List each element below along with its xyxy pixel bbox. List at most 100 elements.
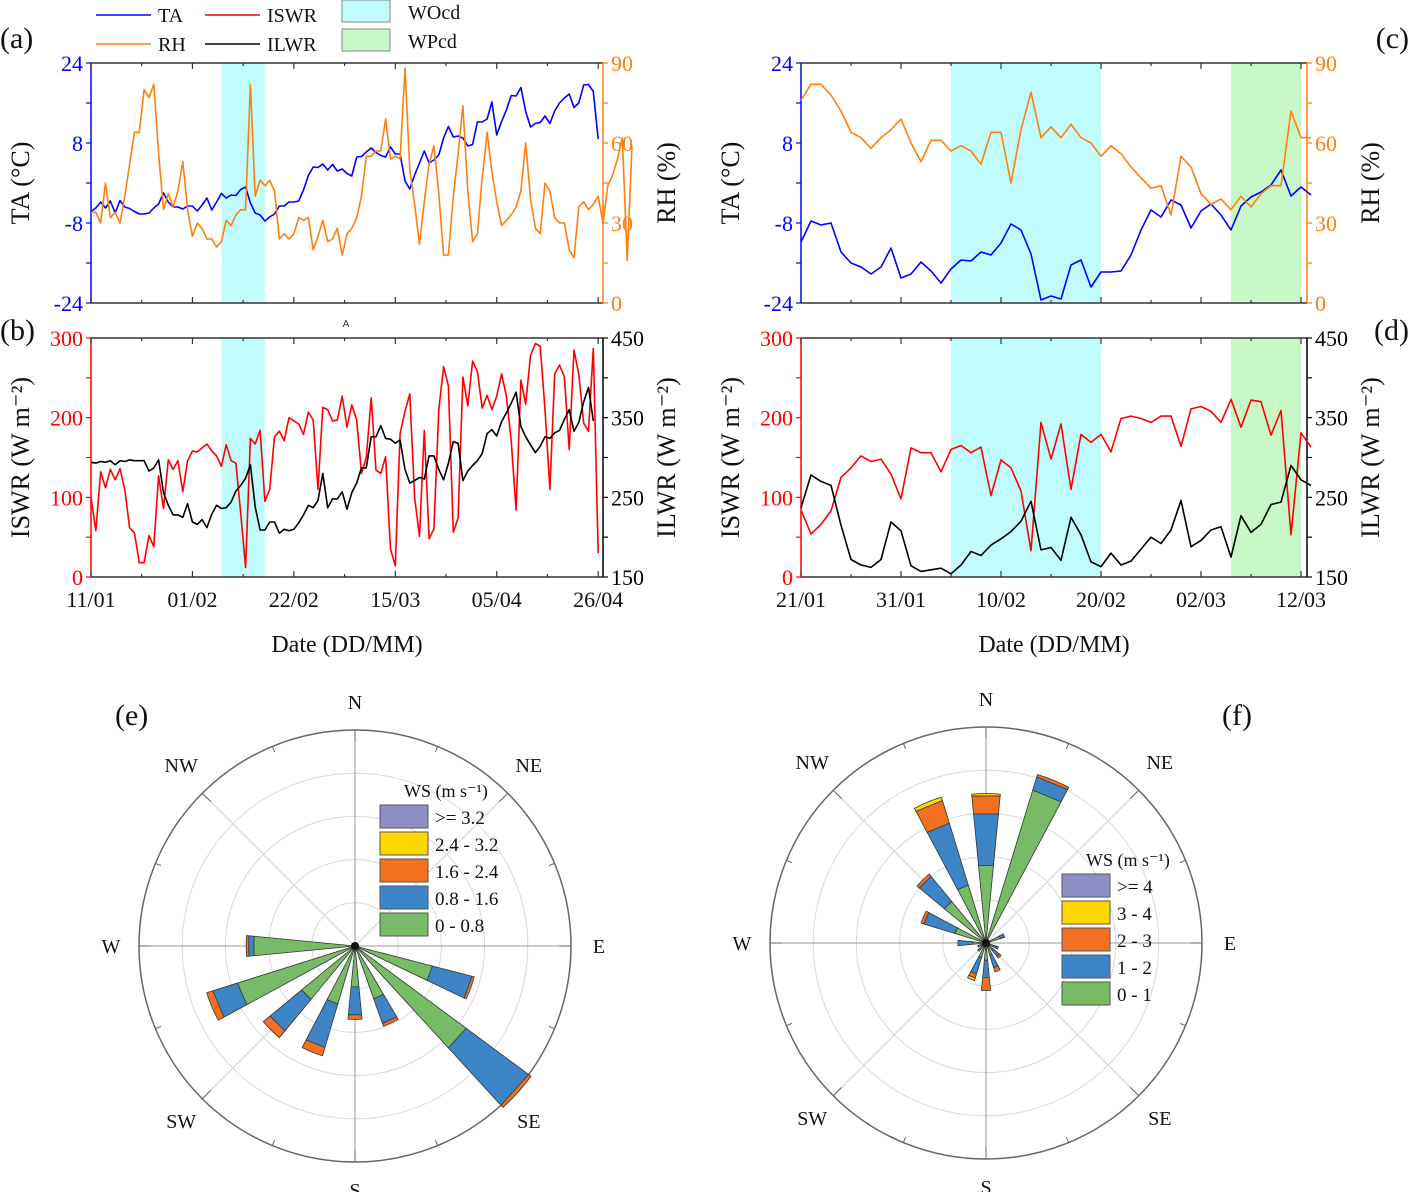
- shaded-wpcd: [1231, 63, 1301, 303]
- wind-legend-swatch: [379, 912, 429, 937]
- wind-legend-label: 2.4 - 3.2: [435, 835, 498, 856]
- y-left-axis-title: ISWR (W m⁻²): [6, 377, 35, 538]
- x-tick-label: 15/03: [370, 587, 420, 612]
- petal-segment-1-6-2-4: [347, 1014, 363, 1020]
- outer-tick: [434, 1139, 439, 1146]
- outer-tick: [548, 862, 555, 867]
- x-tick-label: 02/03: [1176, 587, 1226, 612]
- legend-label-wocd: WOcd: [408, 2, 460, 24]
- y-right-tick-label: 30: [1315, 211, 1337, 236]
- y-left-tick-label: 0: [72, 565, 83, 590]
- grid-spoke: [201, 792, 356, 947]
- x-tick-label: 31/01: [876, 587, 926, 612]
- outer-tick: [832, 1086, 843, 1097]
- panel-e: N NE E SE S SW W NW WS (m s⁻¹) >= 3.2 2.4 - 3.2 1.6…: [102, 692, 606, 1192]
- top-legend: TA RH ISWR ILWR WOcd WPcd: [96, 0, 460, 56]
- y-right-tick-label: 60: [1315, 131, 1337, 156]
- x-tick-label: 10/02: [976, 587, 1026, 612]
- wind-legend-label: >= 4: [1117, 877, 1153, 898]
- petal-segment-1-2: [982, 959, 990, 978]
- outer-tick: [1179, 1022, 1186, 1027]
- petal-segment-2-3: [995, 945, 999, 950]
- legend-label-wpcd: WPcd: [408, 31, 457, 53]
- outer-tick: [271, 746, 276, 753]
- x-axis-title: Date (DD/MM): [978, 632, 1129, 658]
- wind-legend-swatch: [1061, 954, 1111, 979]
- panel-b: 11/01 01/02 22/02 15/03 05/04 26/04 Date (DD/M…: [0, 314, 681, 658]
- petal: [957, 939, 987, 947]
- petal-segment-0-8-1-6: [426, 965, 473, 999]
- y-right-tick-label: 150: [1315, 565, 1348, 590]
- y-left-axis-title: TA (°C): [716, 142, 745, 225]
- outer-tick: [1065, 1136, 1070, 1143]
- y-right-axis-title: ILWR (W m⁻²): [1356, 377, 1385, 538]
- petal: [354, 945, 532, 1109]
- petal: [985, 942, 1001, 973]
- shaded-wocd: [221, 63, 265, 303]
- outer-tick: [201, 792, 212, 803]
- y-left-axis-title: ISWR (W m⁻²): [716, 377, 745, 538]
- legend-label-rh: RH: [158, 34, 186, 56]
- outer-tick: [155, 1025, 162, 1030]
- petal-segment-1-2: [973, 813, 999, 866]
- shaded-wpcd: [1231, 338, 1301, 577]
- compass-label-ne: NE: [515, 755, 542, 777]
- y-right-tick-label: 30: [611, 211, 633, 236]
- compass-label-s: S: [980, 1177, 991, 1192]
- petal-segment-3-4: [967, 974, 976, 982]
- outer-tick: [271, 1139, 276, 1146]
- petal-segment-2-3: [981, 977, 991, 991]
- compass-label-w: W: [102, 936, 121, 958]
- compass-label-sw: SW: [166, 1111, 196, 1133]
- y-right-axis-title: ILWR (W m⁻²): [652, 377, 681, 538]
- petal: [981, 942, 991, 991]
- y-left-tick-label: 300: [50, 326, 83, 351]
- y-left-axis-title: TA (°C): [6, 142, 35, 225]
- compass-label-se: SE: [517, 1111, 540, 1133]
- legend-item-ta: TA: [96, 5, 184, 27]
- compass-label-n: N: [348, 692, 362, 714]
- petal-segment-1-2: [977, 943, 983, 948]
- legend-item-wocd: WOcd: [341, 0, 460, 24]
- y-right-axis-title: RH (%): [652, 142, 681, 224]
- y-right-tick-label: 0: [1315, 291, 1326, 316]
- wind-legend-title: WS (m s⁻¹): [1086, 850, 1170, 871]
- petal: [971, 793, 1001, 944]
- wind-legend-label: 1.6 - 2.4: [435, 862, 499, 883]
- y-right-tick-label: 90: [1315, 51, 1337, 76]
- petal-segment-1-6-2-4: [301, 1039, 326, 1057]
- compass-label-n: N: [979, 689, 993, 711]
- x-axis-title: Date (DD/MM): [271, 632, 422, 658]
- series-line-iswr: [90, 342, 599, 569]
- petal-segment-1-6-2-4: [262, 1015, 286, 1039]
- outer-tick: [1179, 859, 1186, 864]
- panel-label: (c): [1376, 22, 1409, 55]
- compass-label-ne: NE: [1146, 752, 1173, 774]
- outer-tick: [786, 1022, 793, 1027]
- petal: [347, 945, 363, 1020]
- center-dot: [982, 939, 990, 947]
- wind-legend: WS (m s⁻¹) >= 4 3 - 4 2 - 3 1 - 2 0 - 1: [1061, 850, 1170, 1006]
- panel-label: (a): [0, 22, 33, 55]
- legend-item-rh: RH: [96, 34, 186, 56]
- petal-segment-0-8-1-6: [305, 999, 339, 1048]
- legend-label-iswr: ISWR: [267, 5, 318, 27]
- y-left-tick-label: 200: [760, 406, 793, 431]
- petal-segment-1-6-2-4: [381, 1016, 399, 1027]
- series-line-ilwr: [90, 386, 595, 535]
- outer-tick: [548, 1025, 555, 1030]
- center-dot: [351, 942, 359, 950]
- compass-label-w: W: [733, 933, 752, 955]
- x-tick-label: 05/04: [472, 587, 522, 612]
- petal: [967, 942, 987, 982]
- petal-segment-1-6-2-4: [245, 935, 250, 957]
- compass-label-e: E: [593, 936, 605, 958]
- series-line-iswr: [800, 398, 1312, 552]
- wind-legend-swatch: [1061, 873, 1111, 898]
- outer-tick: [155, 862, 162, 867]
- petal-segment-1-2: [957, 939, 974, 947]
- panel-c: -24 -8 8 24 0 30 60 90 TA (°C) RH (%) (c): [716, 22, 1409, 316]
- y-left-tick-label: 24: [61, 51, 83, 76]
- y-left-tick-label: 8: [782, 131, 793, 156]
